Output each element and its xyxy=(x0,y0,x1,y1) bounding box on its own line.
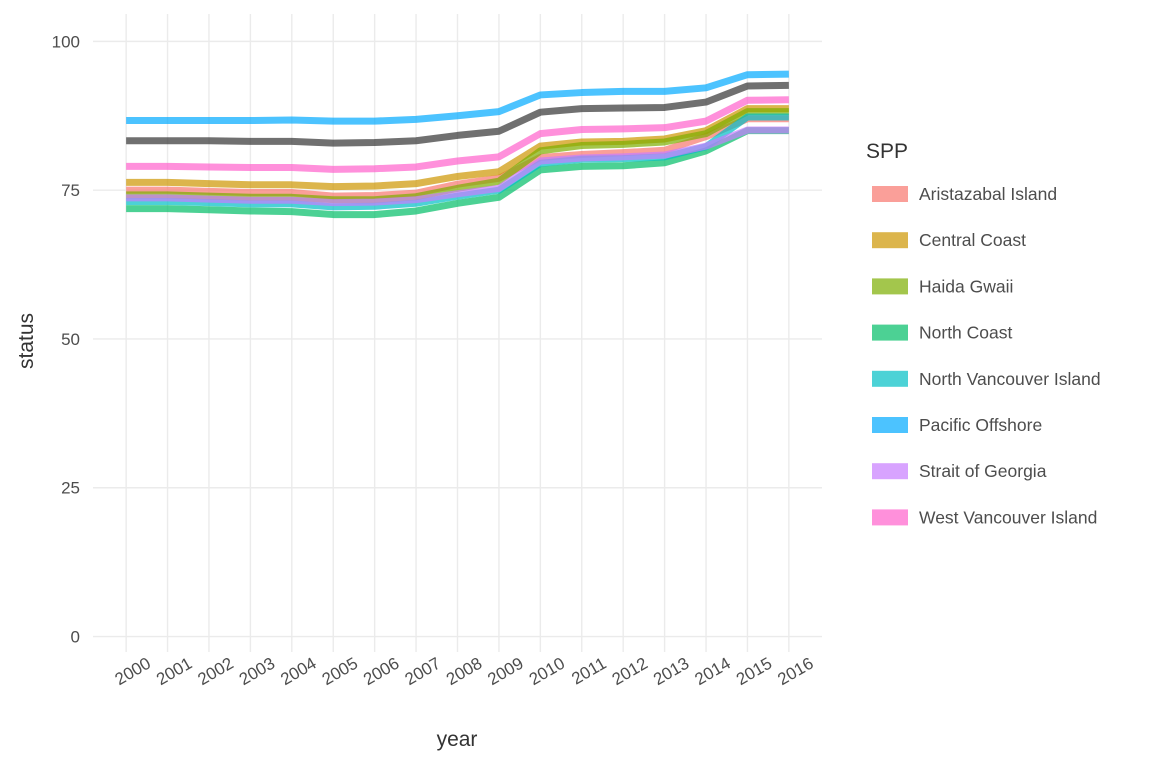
legend: SPP Aristazabal Island Central Coast Haida… xyxy=(866,140,1101,527)
series-line-5 xyxy=(126,70,789,125)
x-tick-label: 2016 xyxy=(774,654,816,689)
legend-key xyxy=(872,417,908,433)
legend-key xyxy=(872,509,908,526)
x-tick-label: 2014 xyxy=(692,654,734,689)
legend-item: Aristazabal Island xyxy=(872,184,1057,204)
legend-label: West Vancouver Island xyxy=(919,507,1097,527)
legend-label: Pacific Offshore xyxy=(919,415,1042,435)
x-axis-label: year xyxy=(437,728,478,751)
x-axis-ticks: 2000 2001 2002 2003 2004 2005 2006 2007 2008 2009… xyxy=(112,654,817,689)
grid-lines xyxy=(93,14,822,652)
x-tick-label: 2002 xyxy=(195,654,237,689)
y-axis-label: status xyxy=(15,313,38,369)
legend-key xyxy=(872,463,908,480)
y-tick-label: 50 xyxy=(61,330,80,349)
y-tick-label: 75 xyxy=(61,181,80,200)
legend-item: Pacific Offshore xyxy=(872,415,1042,435)
series-line-0 xyxy=(126,115,789,200)
y-tick-label: 0 xyxy=(71,628,80,647)
legend-key xyxy=(872,324,908,341)
x-tick-label: 2000 xyxy=(112,654,154,689)
legend-item: Central Coast xyxy=(872,230,1026,250)
x-tick-label: 2001 xyxy=(153,654,195,689)
x-tick-label: 2011 xyxy=(568,654,609,689)
series-line-6 xyxy=(126,126,789,207)
legend-label: Haida Gwaii xyxy=(919,276,1013,296)
legend-key xyxy=(872,278,908,295)
x-tick-label: 2006 xyxy=(360,654,402,689)
legend-item: West Vancouver Island xyxy=(872,507,1097,527)
legend-key xyxy=(872,232,908,249)
legend-label: North Vancouver Island xyxy=(919,369,1101,389)
x-tick-label: 2015 xyxy=(733,654,775,689)
x-tick-label: 2012 xyxy=(609,654,651,689)
legend-title: SPP xyxy=(866,140,908,163)
series-lines xyxy=(126,70,789,219)
legend-item: Haida Gwaii xyxy=(872,276,1013,296)
x-tick-label: 2009 xyxy=(484,654,526,689)
legend-item: Strait of Georgia xyxy=(872,461,1047,481)
legend-key xyxy=(872,186,908,202)
x-tick-label: 2010 xyxy=(526,654,568,689)
legend-label: Strait of Georgia xyxy=(919,461,1047,481)
legend-key xyxy=(872,370,908,387)
x-tick-label: 2003 xyxy=(236,654,278,689)
legend-label: North Coast xyxy=(919,323,1013,343)
series-line-8 xyxy=(126,81,789,147)
series-line-3 xyxy=(126,127,789,219)
y-tick-label: 25 xyxy=(61,479,80,498)
y-axis-ticks: 0 25 50 75 100 xyxy=(52,32,80,646)
legend-label: Central Coast xyxy=(919,230,1026,250)
x-tick-label: 2005 xyxy=(319,654,361,689)
y-tick-label: 100 xyxy=(52,32,80,51)
series-line-7 xyxy=(126,96,789,173)
x-tick-label: 2008 xyxy=(443,654,485,689)
legend-item: North Coast xyxy=(872,323,1013,343)
x-tick-label: 2004 xyxy=(277,654,319,689)
legend-label: Aristazabal Island xyxy=(919,184,1057,204)
x-tick-label: 2007 xyxy=(402,654,444,689)
x-tick-label: 2013 xyxy=(650,654,692,689)
legend-item: North Vancouver Island xyxy=(872,369,1101,389)
